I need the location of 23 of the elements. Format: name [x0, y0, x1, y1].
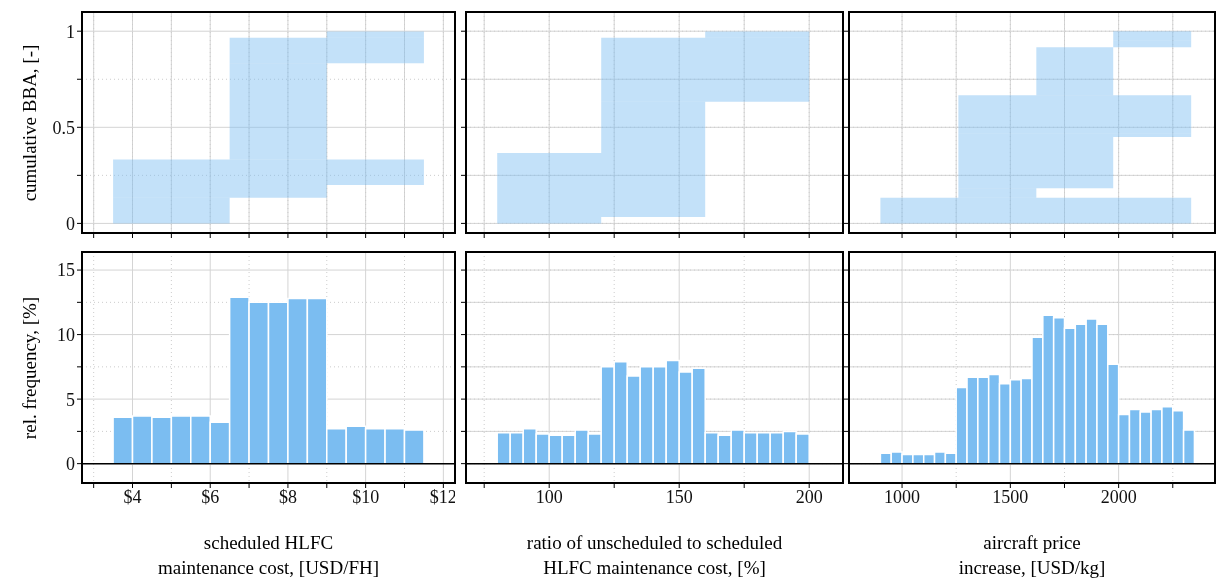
x-tick-label: $8: [278, 486, 297, 507]
x-tick-label: $6: [201, 486, 220, 507]
x-tick-label: 1500: [992, 486, 1029, 507]
y-tick-label: 1: [66, 21, 75, 42]
y-tick-label: 0: [66, 454, 75, 475]
x-axis-title: ratio of unscheduled to scheduled HLFC maintenance cost, [%]: [525, 531, 784, 580]
y-tick-label: 10: [57, 324, 75, 345]
x-tick-label: $12: [429, 486, 457, 507]
x-tick-label: $10: [352, 486, 380, 507]
x-tick-label: 2000: [1100, 486, 1137, 507]
x-axis-title: aircraft price increase, [USD/kg]: [957, 531, 1107, 580]
y-tick-label: 0: [66, 213, 75, 234]
x-tick-label: 100: [535, 486, 563, 507]
x-tick-label: $4: [123, 486, 142, 507]
x-axis-title: scheduled HLFC maintenance cost, [USD/FH]: [156, 531, 381, 580]
x-tick-label: 150: [665, 486, 693, 507]
y-axis-title: cumulative BBA, [-]: [19, 44, 41, 201]
y-axis-title: rel. frequency, [%]: [19, 296, 41, 439]
x-tick-label: 1000: [884, 486, 921, 507]
y-tick-label: 15: [57, 260, 75, 281]
y-tick-label: 0.5: [52, 117, 75, 138]
y-tick-label: 5: [66, 389, 75, 410]
x-tick-label: 200: [795, 486, 823, 507]
